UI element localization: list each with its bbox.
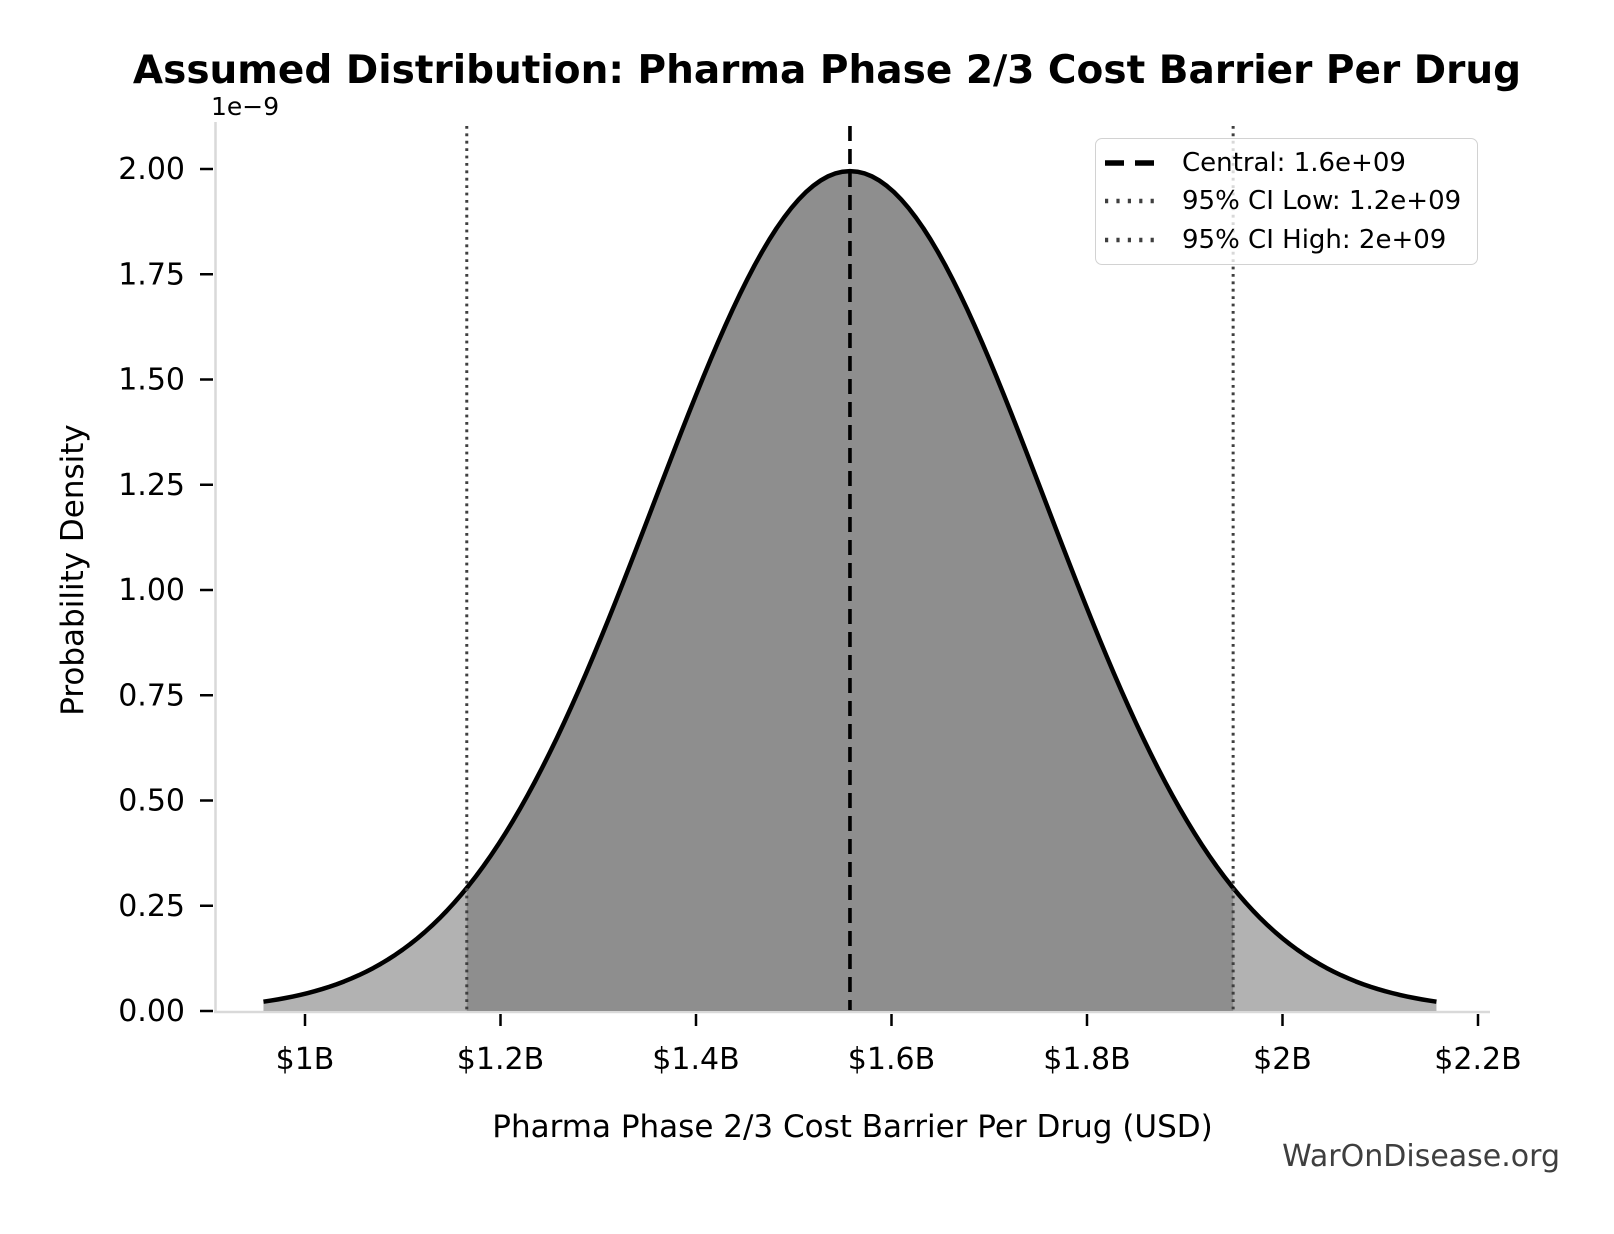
x-tick-label: $1B xyxy=(276,1042,335,1077)
x-tick-label: $1.4B xyxy=(652,1042,739,1077)
x-axis-label: Pharma Phase 2/3 Cost Barrier Per Drug (… xyxy=(492,1109,1213,1145)
x-tick-label: $1.8B xyxy=(1043,1042,1130,1077)
legend-item-0: Central: 1.6e+09 xyxy=(1104,144,1467,182)
y-tick-label: 0.00 xyxy=(118,994,185,1029)
y-tick-label: 0.75 xyxy=(118,678,185,713)
legend-item-label: Central: 1.6e+09 xyxy=(1182,148,1406,179)
y-axis-scale-offset-label: 1e−9 xyxy=(211,92,280,121)
y-tick-label: 0.25 xyxy=(118,889,185,924)
legend-item-2: 95% CI High: 2e+09 xyxy=(1104,221,1467,259)
x-tick-label: $1.2B xyxy=(457,1042,544,1077)
y-tick-label: 0.50 xyxy=(118,784,185,819)
watermark: WarOnDisease.org xyxy=(1282,1139,1560,1174)
legend-dashed-line-sample xyxy=(1105,160,1155,166)
chart-title: Assumed Distribution: Pharma Phase 2/3 C… xyxy=(132,48,1522,93)
density-curve xyxy=(263,168,1437,1004)
legend: Central: 1.6e+09 95% CI Low: 1.2e+09 95% C… xyxy=(1095,138,1478,265)
legend-dotted-line-sample xyxy=(1105,237,1155,243)
y-tick-label: 2.00 xyxy=(118,152,185,187)
x-tick-label: $2B xyxy=(1253,1042,1312,1077)
y-tick-label: 1.50 xyxy=(118,363,185,398)
x-tick-label: $1.6B xyxy=(848,1042,935,1077)
legend-dotted-line-sample xyxy=(1105,199,1155,204)
legend-item-1: 95% CI Low: 1.2e+09 xyxy=(1104,182,1467,220)
y-tick-label: 1.75 xyxy=(118,257,185,292)
legend-item-label: 95% CI Low: 1.2e+09 xyxy=(1182,186,1462,217)
y-tick-label: 1.00 xyxy=(118,573,185,608)
legend-item-label: 95% CI High: 2e+09 xyxy=(1182,224,1447,255)
y-tick-label: 1.25 xyxy=(118,468,185,503)
x-tick-label: $2.2B xyxy=(1434,1042,1521,1077)
